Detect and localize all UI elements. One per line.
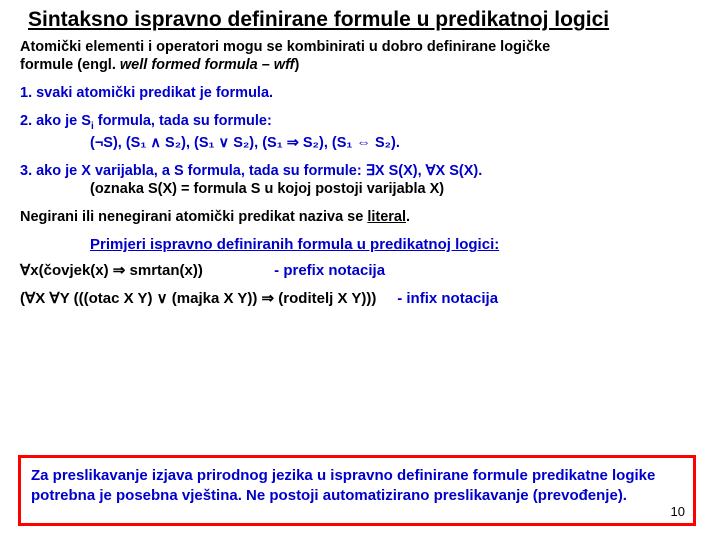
rule3-line1a: 3. ako je X varijabla, a S formula, tada… xyxy=(20,163,366,179)
highlight-text: Za preslikavanje izjava prirodnog jezika… xyxy=(31,467,655,504)
intro-line1: Atomički elementi i operatori mogu se ko… xyxy=(20,39,550,55)
page-number: 10 xyxy=(671,504,685,521)
example2-note: - infix notacija xyxy=(397,290,498,307)
example-1: ∀x(čovjek(x) ⇒ smrtan(x)) - prefix notac… xyxy=(20,261,700,279)
example2-formula: (∀X ∀Y (((otac X Y) ∨ (majka X Y)) ⇒ (ro… xyxy=(20,290,376,307)
example1-note: - prefix notacija xyxy=(274,262,385,279)
slide: Sintaksno ispravno definirane formule u … xyxy=(0,0,720,540)
slide-title: Sintaksno ispravno definirane formule u … xyxy=(28,8,700,32)
example1-formula: ∀x(čovjek(x) ⇒ smrtan(x)) xyxy=(20,261,270,279)
rule2-lead-b: formula, tada su formule: xyxy=(94,113,272,129)
literal-c: . xyxy=(406,209,410,225)
literal-line: Negirani ili nenegirani atomički predika… xyxy=(20,208,700,226)
rule-3: 3. ako je X varijabla, a S formula, tada… xyxy=(20,162,700,198)
rule3-line1b: ∃X S(X), ∀X S(X). xyxy=(366,163,483,179)
intro-wff: well formed formula – wff xyxy=(120,57,295,73)
highlight-box: Za preslikavanje izjava prirodnog jezika… xyxy=(18,455,696,526)
rule2-lead-a: 2. ako je S xyxy=(20,113,91,129)
intro-line2c: ) xyxy=(294,57,299,73)
examples-heading: Primjeri ispravno definiranih formula u … xyxy=(90,236,700,253)
rule3-line2: (oznaka S(X) = formula S u kojoj postoji… xyxy=(90,180,700,198)
literal-word: literal xyxy=(367,209,406,225)
rule-2: 2. ako je Si formula, tada su formule: (… xyxy=(20,112,700,152)
rule2-body: (¬S), (S₁ ∧ S₂), (S₁ ∨ S₂), (S₁ ⇒ S₂), (… xyxy=(90,134,700,152)
rule-1: 1. svaki atomički predikat je formula. xyxy=(20,84,700,102)
intro-paragraph: Atomički elementi i operatori mogu se ko… xyxy=(20,38,700,74)
literal-a: Negirani ili nenegirani atomički predika… xyxy=(20,209,367,225)
example-2: (∀X ∀Y (((otac X Y) ∨ (majka X Y)) ⇒ (ro… xyxy=(20,289,700,307)
intro-line2a: formule (engl. xyxy=(20,57,120,73)
